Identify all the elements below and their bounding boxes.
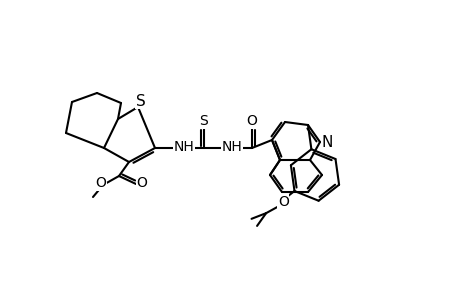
Text: S: S [199, 114, 208, 128]
Text: NH: NH [173, 140, 194, 154]
Text: NH: NH [221, 140, 242, 154]
Text: O: O [136, 176, 147, 190]
Text: O: O [95, 176, 106, 190]
Text: O: O [246, 114, 257, 128]
Text: N: N [321, 134, 332, 149]
Text: S: S [136, 94, 146, 109]
Text: O: O [277, 195, 288, 209]
